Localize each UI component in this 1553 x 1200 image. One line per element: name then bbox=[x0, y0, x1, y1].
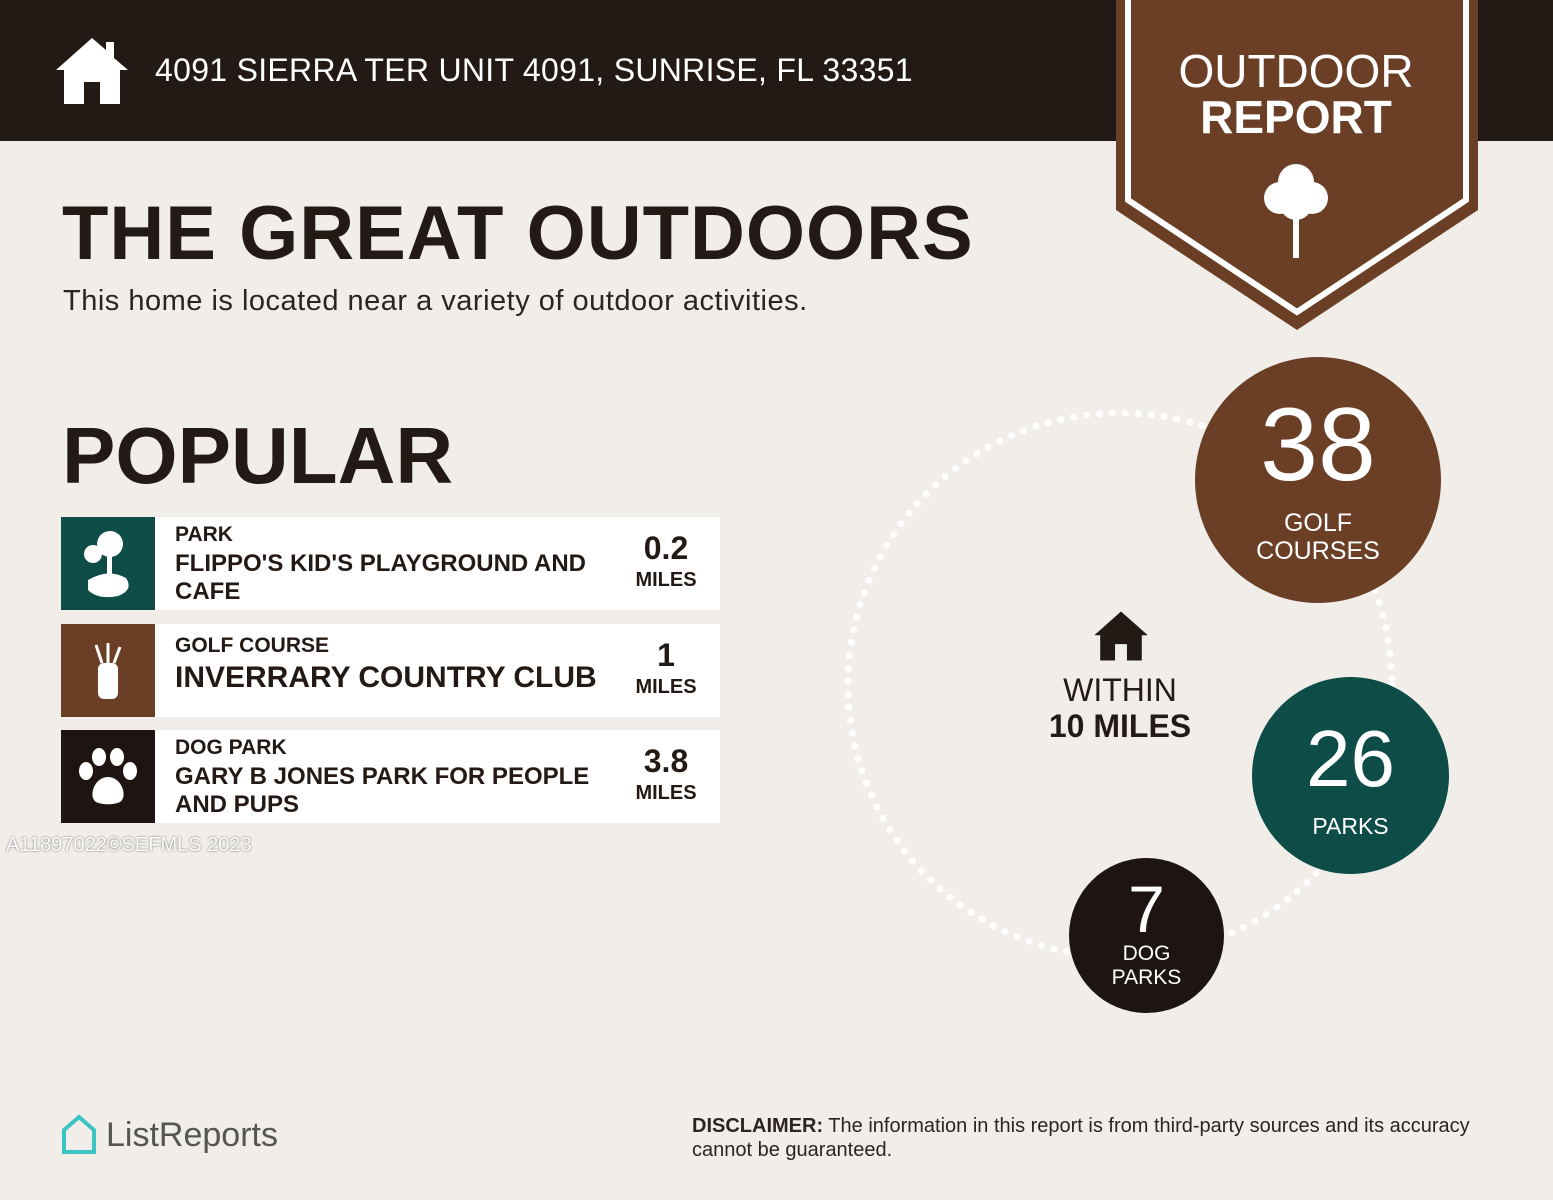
item-distance: 3.8 bbox=[643, 743, 689, 779]
item-unit: MILES bbox=[635, 569, 697, 591]
item-name: GARY B JONES PARK FOR PEOPLE AND PUPS bbox=[175, 763, 590, 818]
item-category: DOG PARK bbox=[175, 736, 287, 759]
dog-count: 7 bbox=[1128, 872, 1165, 946]
golf-courses-count-circle: 38 GOLF COURSES bbox=[1195, 357, 1441, 603]
listreports-logo: ListReports bbox=[60, 1114, 278, 1156]
item-unit: MILES bbox=[635, 676, 697, 698]
home-icon bbox=[1094, 611, 1148, 661]
logo-text: ListReports bbox=[106, 1115, 278, 1154]
golf-bag-icon bbox=[61, 624, 155, 717]
item-distance: 0.2 bbox=[643, 530, 689, 566]
item-unit: MILES bbox=[635, 782, 697, 804]
dog-parks-count-circle: 7 DOG PARKS bbox=[1069, 858, 1224, 1013]
item-category: GOLF COURSE bbox=[175, 634, 330, 657]
within-line2: 10 MILES bbox=[1048, 708, 1192, 744]
golf-label: GOLF bbox=[1283, 509, 1353, 537]
list-item: PARK FLIPPO'S KID'S PLAYGROUND AND CAFE … bbox=[61, 517, 720, 610]
golf-count: 38 bbox=[1260, 387, 1376, 503]
listreports-logo-icon bbox=[62, 1114, 96, 1154]
disclaimer-text: The information in this report is from t… bbox=[692, 1115, 1470, 1161]
within-radius-label: WITHIN 10 MILES bbox=[1030, 672, 1210, 744]
golf-label-2: COURSES bbox=[1256, 537, 1380, 565]
list-item: GOLF COURSE INVERRARY COUNTRY CLUB 1 MIL… bbox=[61, 624, 720, 717]
disclaimer: DISCLAIMER: The information in this repo… bbox=[692, 1114, 1492, 1162]
within-line1: WITHIN bbox=[1063, 672, 1177, 708]
item-name: FLIPPO'S KID'S PLAYGROUND AND CAFE bbox=[175, 550, 587, 605]
parks-count-circle: 26 PARKS bbox=[1252, 677, 1449, 874]
badge-title-line1: OUTDOOR bbox=[1178, 45, 1414, 97]
popular-heading: POPULAR bbox=[62, 411, 454, 500]
item-name: INVERRARY COUNTRY CLUB bbox=[175, 661, 597, 694]
watermark: A11897022©SEFMLS 2023 bbox=[6, 834, 252, 856]
page-title: THE GREAT OUTDOORS bbox=[62, 191, 974, 276]
dog-label-2: PARKS bbox=[1111, 966, 1182, 989]
dog-label: DOG bbox=[1122, 942, 1171, 965]
home-icon bbox=[56, 38, 128, 104]
park-trees-icon bbox=[61, 517, 155, 610]
item-distance: 1 bbox=[657, 637, 675, 673]
disclaimer-label: DISCLAIMER: bbox=[692, 1115, 824, 1137]
parks-label: PARKS bbox=[1312, 813, 1389, 839]
property-address: 4091 SIERRA TER UNIT 4091, SUNRISE, FL 3… bbox=[155, 52, 913, 88]
paw-icon bbox=[61, 730, 155, 823]
list-item: DOG PARK GARY B JONES PARK FOR PEOPLE AN… bbox=[61, 730, 720, 823]
item-category: PARK bbox=[175, 523, 233, 546]
badge-title-line2: REPORT bbox=[1200, 91, 1392, 143]
parks-count: 26 bbox=[1306, 714, 1395, 803]
tree-icon bbox=[1264, 164, 1328, 258]
page-subtitle: This home is located near a variety of o… bbox=[63, 285, 808, 317]
